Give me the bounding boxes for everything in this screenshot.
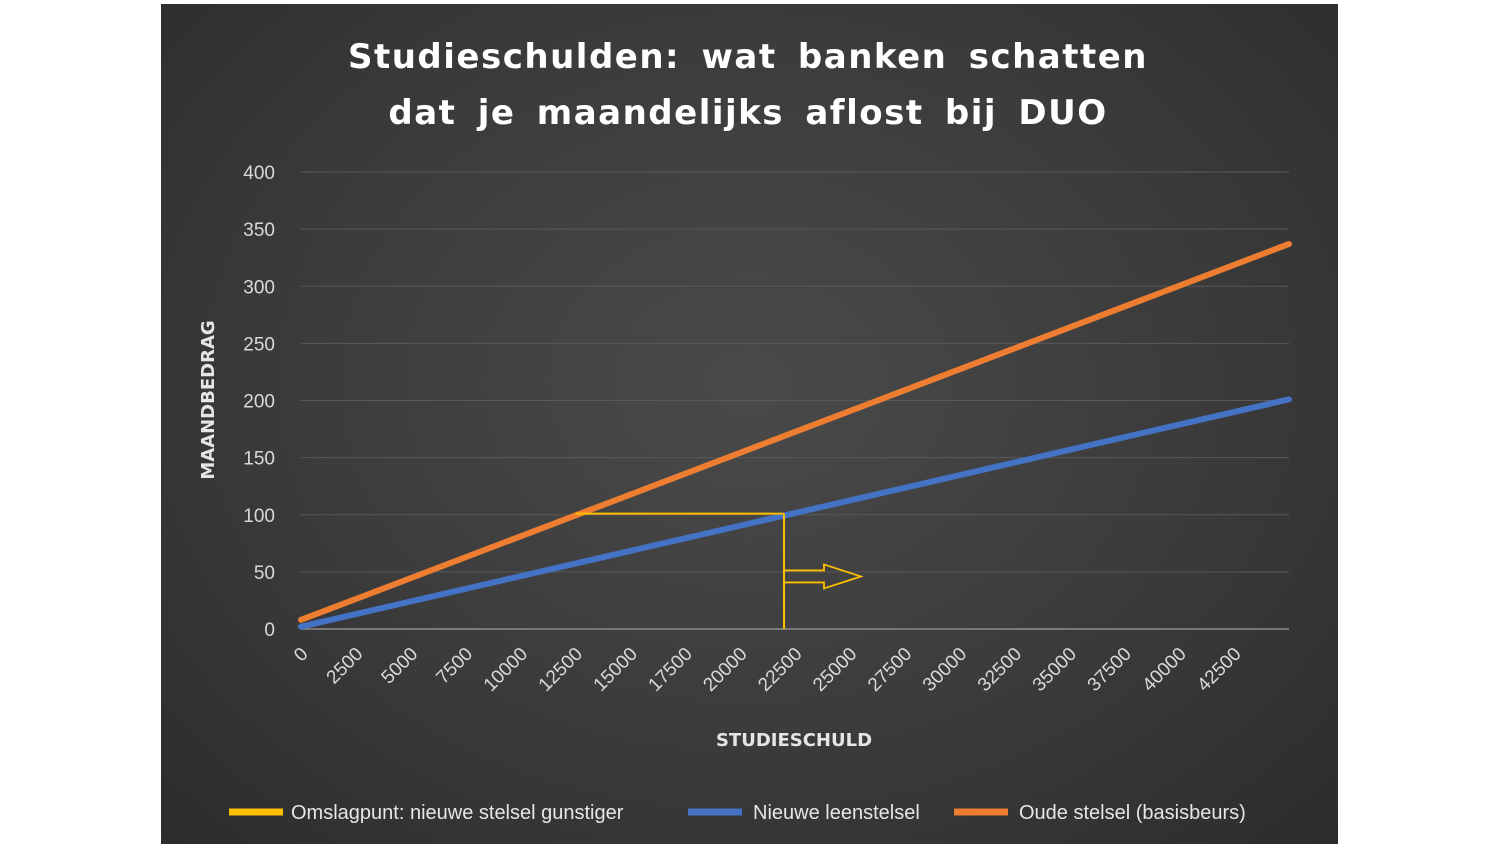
x-tick-labels: 0 2500 5000 7500 10000 12500 15000 17500 20000 22… [290, 644, 1245, 696]
chart-title-line-2: dat je maandelijks aflost bij DUO [388, 93, 1107, 133]
x-tick-label: 15000 [590, 644, 642, 696]
y-tick-label: 300 [243, 277, 275, 298]
x-tick-label: 17500 [645, 644, 697, 696]
x-tick-label: 25000 [809, 644, 861, 696]
series-lines [298, 240, 1292, 630]
y-tick-label: 0 [264, 620, 275, 641]
x-tick-label: 32500 [974, 644, 1026, 696]
line-chart: Studieschulden: wat banken schatten dat … [198, 37, 1292, 824]
gridlines [301, 171, 1289, 573]
chart-title: Studieschulden: wat banken schatten dat … [348, 37, 1148, 133]
y-tick-labels: 0 50 100 150 200 250 300 350 400 [243, 163, 275, 641]
legend-label: Omslagpunt: nieuwe stelsel gunstiger [291, 802, 624, 824]
x-axis-title: STUDIESCHULD [716, 730, 872, 751]
x-tick-label: 37500 [1084, 644, 1136, 696]
y-tick-label: 350 [243, 220, 275, 241]
chart-title-line-1: Studieschulden: wat banken schatten [348, 37, 1148, 77]
y-tick-label: 50 [254, 563, 275, 584]
x-tick-label: 7500 [432, 644, 477, 689]
y-tick-label: 250 [243, 334, 275, 355]
x-tick-label: 10000 [480, 644, 532, 696]
y-tick-label: 400 [243, 163, 275, 184]
omslagpunt-annotation [575, 512, 864, 629]
x-tick-label: 27500 [864, 644, 916, 696]
chart-panel: Studieschulden: wat banken schatten dat … [161, 4, 1338, 844]
nieuwe-leenstelsel-line [298, 396, 1292, 630]
omslagpunt-arrow-icon [783, 563, 864, 590]
x-tick-label: 30000 [919, 644, 971, 696]
x-tick-label: 2500 [323, 644, 368, 689]
x-tick-label: 22500 [754, 644, 806, 696]
oude-stelsel-line [298, 240, 1292, 623]
x-tick-label: 35000 [1029, 644, 1081, 696]
legend: Omslagpunt: nieuwe stelsel gunstiger Nieu… [229, 802, 1246, 824]
y-tick-label: 100 [243, 506, 275, 527]
y-tick-label: 200 [243, 392, 275, 413]
y-axis-title: MAANDBEDRAG [198, 320, 219, 479]
x-tick-label: 5000 [378, 644, 423, 689]
x-tick-label: 42500 [1193, 644, 1245, 696]
legend-label: Nieuwe leenstelsel [753, 802, 920, 824]
x-tick-label: 0 [290, 644, 312, 666]
x-tick-label: 40000 [1139, 644, 1191, 696]
x-tick-label: 12500 [535, 644, 587, 696]
legend-label: Oude stelsel (basisbeurs) [1019, 802, 1246, 824]
x-tick-label: 20000 [699, 644, 751, 696]
y-tick-label: 150 [243, 449, 275, 470]
